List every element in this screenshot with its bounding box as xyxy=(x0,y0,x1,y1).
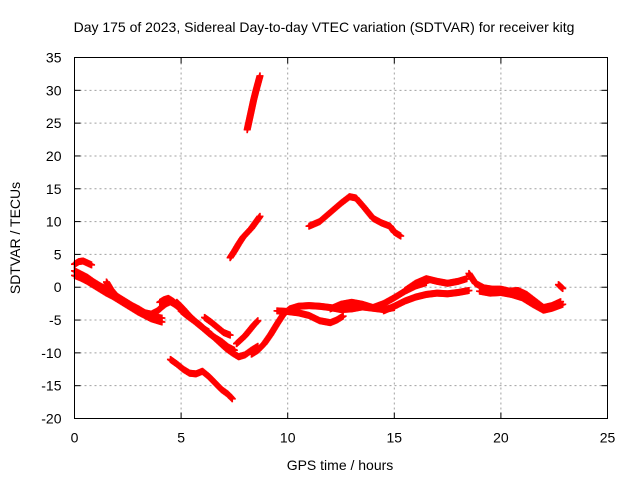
grid-lines xyxy=(74,57,608,419)
series-arc-early-high xyxy=(71,257,96,269)
data-point xyxy=(554,281,566,292)
data-point xyxy=(158,318,166,326)
data-point xyxy=(88,261,96,269)
data-point xyxy=(508,290,525,301)
data-point xyxy=(254,73,264,88)
data-point xyxy=(228,395,236,403)
series-arc-15.5-18 xyxy=(401,275,471,295)
data-point xyxy=(465,287,473,295)
data-point xyxy=(378,219,393,230)
data-point xyxy=(256,212,264,220)
data-point xyxy=(397,232,405,240)
data-point xyxy=(352,194,368,211)
data-point xyxy=(198,367,212,380)
y-tick-label: -10 xyxy=(41,345,61,361)
y-tick-labels: -20 -15 -10 -5 0 5 10 15 20 25 30 35 xyxy=(41,50,61,427)
y-tick-label: 15 xyxy=(46,181,62,197)
data-point xyxy=(369,214,385,226)
series-arc-7.6-8.6 xyxy=(233,317,262,348)
data-point xyxy=(559,285,567,293)
y-tick-label: 35 xyxy=(46,50,62,66)
series-arc-8.1-8.7-spike xyxy=(243,72,264,134)
series-arc-7.3-8.8-rise xyxy=(226,212,264,262)
data-point xyxy=(305,218,323,230)
x-tick-label: 15 xyxy=(387,430,403,446)
data-point xyxy=(333,313,346,324)
data-point xyxy=(224,390,236,402)
x-tick-label: 25 xyxy=(600,430,616,446)
data-point xyxy=(256,72,264,80)
y-tick-label: -20 xyxy=(41,411,61,427)
series-arc-9.5-12.5 xyxy=(273,307,347,327)
data-point xyxy=(339,312,347,320)
series-arc-14.5-18.5 xyxy=(380,287,473,315)
series-arc-1.5-2.8 xyxy=(102,278,140,313)
series-arc-11-15.3-hump xyxy=(305,193,405,240)
data-point xyxy=(337,298,355,308)
chart-title: Day 175 of 2023, Sidereal Day-to-day VTE… xyxy=(74,19,575,35)
x-tick-label: 0 xyxy=(71,430,79,446)
data-point xyxy=(147,307,161,318)
axis-ticks xyxy=(74,57,608,419)
data-point xyxy=(346,193,359,202)
series-arc-4.5-7.4-low xyxy=(166,355,236,403)
data-points xyxy=(71,72,567,403)
x-tick-label: 5 xyxy=(177,430,185,446)
data-point xyxy=(390,288,408,302)
y-tick-label: 25 xyxy=(46,115,62,131)
y-tick-label: 10 xyxy=(46,214,62,230)
plot-frame xyxy=(74,57,608,419)
x-tick-labels: 0 5 10 15 20 25 xyxy=(71,430,616,446)
y-tick-label: -15 xyxy=(41,378,61,394)
y-tick-label: -5 xyxy=(49,312,62,328)
y-axis-title: SDTVAR / TECUs xyxy=(7,182,23,294)
series-arc-5.3-6.3 xyxy=(183,311,213,336)
x-axis-title: GPS time / hours xyxy=(287,457,394,473)
data-point xyxy=(205,328,213,336)
data-point xyxy=(401,293,419,305)
x-tick-label: 10 xyxy=(280,430,296,446)
data-point xyxy=(454,287,472,296)
y-tick-label: 0 xyxy=(54,279,62,295)
data-point xyxy=(559,300,567,308)
series-arc-end-up xyxy=(554,281,567,293)
data-point xyxy=(260,331,274,348)
y-tick-label: 5 xyxy=(54,246,62,262)
data-point xyxy=(254,317,262,325)
x-tick-label: 20 xyxy=(493,430,509,446)
data-point xyxy=(401,280,419,295)
y-tick-label: 30 xyxy=(46,82,62,98)
data-point xyxy=(226,331,234,339)
series-arc-6.1-7.3 xyxy=(201,313,234,339)
y-tick-label: 20 xyxy=(46,148,62,164)
series-arc-19-23 xyxy=(476,287,567,314)
